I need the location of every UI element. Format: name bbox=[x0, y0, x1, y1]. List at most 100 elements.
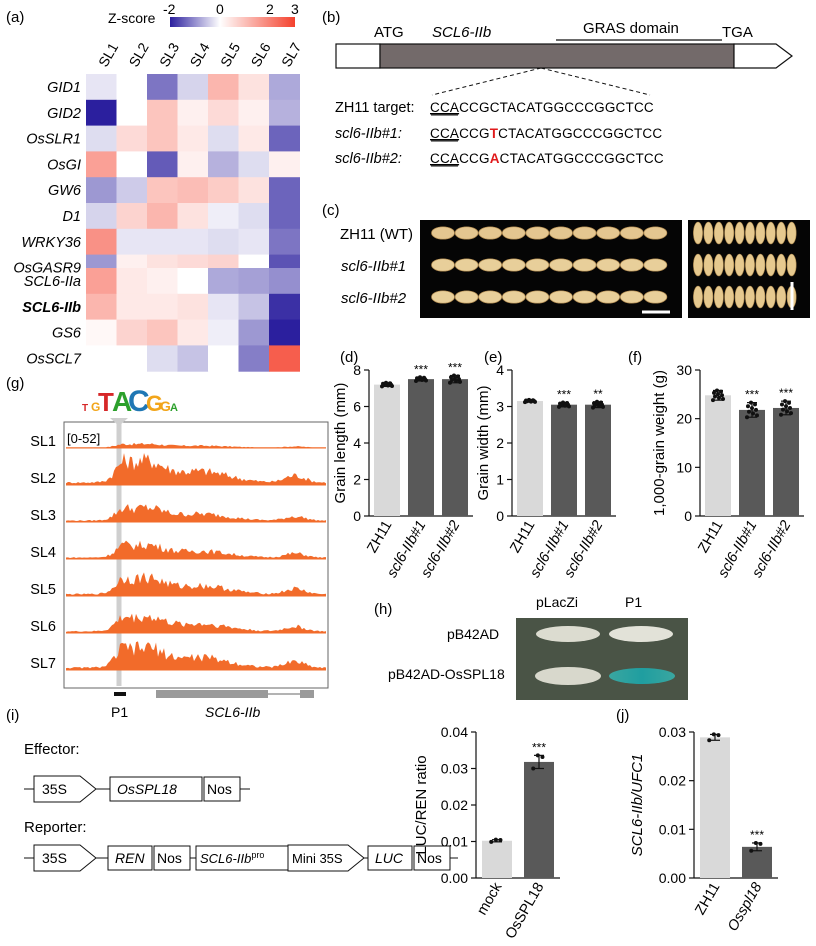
significance-mark: *** bbox=[448, 360, 462, 374]
track-gene-label: SCL6-IIb bbox=[205, 704, 260, 720]
grain-length bbox=[549, 290, 573, 304]
reporter-nos2-box bbox=[413, 845, 451, 871]
photo-line-mut1: scl6-IIb#1 bbox=[341, 258, 406, 275]
y-tick-label: 0 bbox=[353, 508, 361, 524]
data-point bbox=[746, 404, 750, 409]
track-range: [0-52] bbox=[67, 431, 100, 446]
data-point bbox=[787, 400, 791, 405]
grain-width bbox=[734, 253, 745, 277]
bar-osspl18 bbox=[742, 846, 772, 878]
seq-pre: CCGCTACATGGCCCGGCTCC bbox=[459, 100, 654, 115]
data-point bbox=[784, 404, 788, 409]
grain-length bbox=[431, 226, 455, 240]
heatmap-cell bbox=[238, 99, 270, 127]
significance-mark: ** bbox=[593, 387, 603, 401]
grain-width bbox=[755, 285, 766, 309]
reporter-construct: 35S REN Nos SCL6-IIbpro Mini 35S LUC Nos bbox=[24, 844, 458, 872]
bar-zh11 bbox=[705, 395, 731, 516]
heatmap-col-sl5: SL5 bbox=[217, 40, 243, 70]
heatmap-cell bbox=[208, 99, 239, 127]
reporter-ren: REN bbox=[115, 850, 145, 866]
heatmap-cell bbox=[208, 151, 239, 178]
grain-width bbox=[745, 253, 755, 277]
data-point bbox=[489, 839, 494, 844]
grain-length bbox=[454, 290, 479, 304]
heatmap-cell bbox=[147, 151, 178, 178]
zoom-line-left bbox=[431, 67, 542, 96]
effector-osspl18: OsSPL18 bbox=[117, 781, 177, 797]
data-point bbox=[567, 404, 571, 409]
heatmap-cell bbox=[269, 293, 300, 321]
y-tick-label: 0.01 bbox=[441, 834, 468, 850]
bar-mock bbox=[482, 840, 512, 878]
heatmap-cell bbox=[86, 319, 117, 346]
data-point bbox=[711, 398, 715, 403]
heatmap-cell bbox=[238, 125, 270, 152]
gene-track-exon bbox=[156, 690, 268, 698]
crispr-sequences: ZH11 target: CCACCGCTACATGGCCCGGCTCCscl6-… bbox=[335, 100, 664, 167]
heatmap-col-sl4: SL4 bbox=[186, 40, 212, 70]
panel-label-d: (d) bbox=[340, 349, 358, 366]
seq-row-sequence: CCACCGCTACATGGCCCGGCTCC bbox=[430, 100, 654, 115]
gene-track-exon2 bbox=[300, 690, 314, 698]
heatmap-cell bbox=[177, 177, 209, 204]
reporter-mini35s: Mini 35S bbox=[292, 851, 343, 866]
data-point bbox=[745, 415, 749, 420]
colony-2 bbox=[609, 626, 673, 642]
cds-exon bbox=[379, 43, 735, 69]
heatmap-cell bbox=[177, 74, 209, 101]
gene-track bbox=[156, 690, 314, 698]
x-tick-label-zh11: ZH11 bbox=[507, 518, 538, 556]
significance-mark: *** bbox=[779, 386, 793, 400]
gras-domain-label: GRAS domain bbox=[583, 20, 679, 37]
heatmap-cell bbox=[116, 125, 148, 152]
effector-title: Effector: bbox=[24, 741, 80, 758]
data-point bbox=[601, 404, 605, 409]
significance-mark: *** bbox=[557, 387, 571, 401]
seq-pre: CCG bbox=[459, 151, 490, 166]
track-label-sl6: SL6 bbox=[30, 619, 56, 635]
heatmap-cell bbox=[86, 345, 117, 372]
data-point bbox=[751, 411, 755, 416]
heatmap-cell bbox=[208, 177, 239, 204]
logo-letter: G bbox=[160, 398, 171, 414]
data-point bbox=[529, 399, 533, 404]
reporter-promoter-gene: SCL6-IIb bbox=[200, 851, 251, 866]
heatmap-cell bbox=[208, 74, 239, 101]
y1h-col-placzi: pLacZi bbox=[536, 594, 578, 610]
x-tick-label-zh11: ZH11 bbox=[695, 518, 726, 556]
grain-width bbox=[755, 253, 766, 277]
seq-row-sequence: CCACCGTCTACATGGCCCGGCTCC bbox=[430, 126, 662, 141]
grain-length bbox=[525, 258, 550, 272]
data-point bbox=[711, 732, 716, 737]
y-tick-label: 30 bbox=[676, 362, 692, 378]
data-point bbox=[535, 753, 540, 758]
heatmap-cell bbox=[116, 293, 148, 321]
y-tick-label: 1 bbox=[496, 472, 504, 488]
heatmap-cell bbox=[177, 345, 209, 372]
panel-label-g: (g) bbox=[6, 375, 24, 392]
heatmap-cell bbox=[86, 177, 117, 204]
grain-width bbox=[786, 221, 797, 245]
data-point bbox=[390, 383, 394, 388]
significance-mark: *** bbox=[745, 388, 759, 402]
logo-letter: G bbox=[91, 400, 100, 414]
zscore-tick: 3 bbox=[291, 1, 299, 17]
data-point bbox=[531, 766, 536, 771]
gene-label-gw6: GW6 bbox=[48, 183, 82, 199]
tga-label: TGA bbox=[722, 24, 753, 41]
reporter-35s-promoter bbox=[33, 844, 97, 872]
data-point bbox=[525, 399, 529, 404]
y-tick-label: 0.03 bbox=[659, 724, 686, 740]
heatmap-cell bbox=[269, 151, 300, 178]
heatmap-cell bbox=[238, 345, 270, 372]
effector-construct: 35S OsSPL18 Nos bbox=[24, 775, 250, 803]
grain-length bbox=[454, 226, 479, 240]
heatmap-cell bbox=[147, 319, 178, 346]
y-tick-label: 0.04 bbox=[441, 724, 468, 740]
heatmap-cell bbox=[238, 74, 270, 101]
data-point bbox=[716, 733, 721, 738]
grain-width bbox=[703, 221, 714, 245]
grain-length bbox=[478, 258, 503, 272]
